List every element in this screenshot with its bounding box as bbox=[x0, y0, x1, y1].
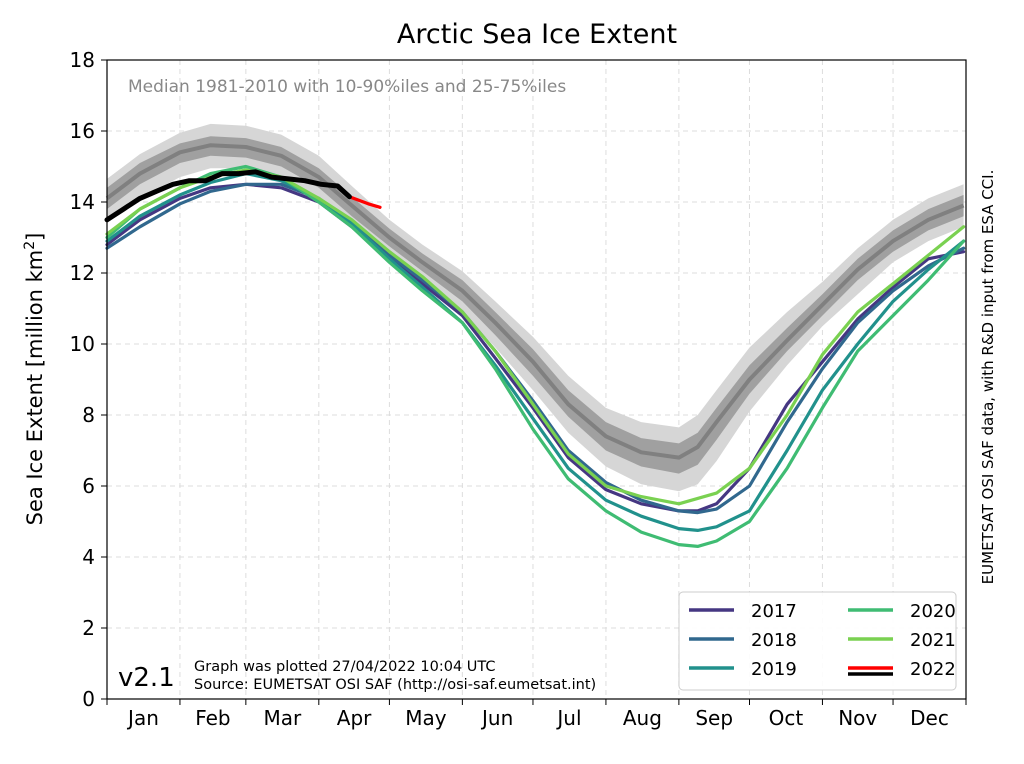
plot-area: 0 2 4 6 8 10 12 14 16 18 Jan Feb Mar Apr May Jun Jul Aug S… bbox=[70, 48, 967, 730]
chart-title: Arctic Sea Ice Extent bbox=[397, 19, 677, 50]
y-axis-label: Sea Ice Extent [million km2] bbox=[22, 233, 47, 526]
chart-svg: Arctic Sea Ice Extent 0 2 4 6 8 10 12 14 16 18 Jan… bbox=[22, 19, 997, 730]
x-tick-label: Sep bbox=[695, 706, 733, 730]
series-line-2018 bbox=[105, 182, 966, 515]
legend-label-2022: 2022 bbox=[910, 659, 956, 680]
source-note: Source: EUMETSAT OSI SAF (http://osi-saf… bbox=[194, 677, 596, 693]
x-tick-label: Jun bbox=[480, 706, 513, 730]
series-line-2020 bbox=[105, 164, 966, 548]
x-tick-label: Jan bbox=[126, 706, 159, 730]
chart-subtitle: Median 1981-2010 with 10-90%iles and 25-… bbox=[128, 77, 566, 97]
band-25-75-percentile bbox=[107, 136, 964, 474]
y-tick-label: 12 bbox=[70, 261, 95, 285]
plot-frame bbox=[106, 59, 967, 700]
series-line-2019 bbox=[105, 172, 966, 532]
y-tick-label: 16 bbox=[70, 119, 95, 143]
median-line bbox=[105, 143, 965, 460]
x-tick-label: Mar bbox=[263, 706, 302, 730]
y-tick-label: 10 bbox=[70, 332, 95, 356]
y-tick-label: 18 bbox=[70, 48, 95, 72]
x-tick-label: Feb bbox=[195, 706, 230, 730]
legend-label-2021: 2021 bbox=[910, 630, 956, 651]
legend: 2017 2020 2018 2021 2019 2022 bbox=[678, 591, 957, 691]
version-label: v2.1 bbox=[118, 663, 175, 693]
legend-label-2018: 2018 bbox=[751, 630, 797, 651]
series-line-2022 bbox=[104, 169, 352, 223]
x-tick-label: May bbox=[405, 706, 447, 730]
y-tick-label: 14 bbox=[70, 190, 95, 214]
x-tick-label: Nov bbox=[838, 706, 877, 730]
y-tick-label: 4 bbox=[82, 545, 95, 569]
x-tick-label: Dec bbox=[910, 706, 949, 730]
y-tick-label: 8 bbox=[82, 403, 95, 427]
legend-label-2020: 2020 bbox=[910, 601, 956, 622]
x-tick-label: Aug bbox=[623, 706, 662, 730]
plotted-note: Graph was plotted 27/04/2022 10:04 UTC bbox=[194, 659, 496, 675]
legend-box bbox=[678, 591, 957, 691]
side-note: EUMETSAT OSI SAF data, with R&D input fr… bbox=[979, 170, 997, 585]
legend-label-2019: 2019 bbox=[751, 659, 797, 680]
x-tick-label: Oct bbox=[769, 706, 804, 730]
legend-label-2017: 2017 bbox=[751, 601, 797, 622]
y-tick-label: 0 bbox=[82, 687, 95, 711]
x-tick-label: Apr bbox=[337, 706, 372, 730]
x-tick-label: Jul bbox=[555, 706, 581, 730]
y-tick-label: 6 bbox=[82, 474, 95, 498]
y-tick-label: 2 bbox=[82, 616, 95, 640]
series-line-2022 bbox=[347, 195, 382, 209]
band-10-90-percentile bbox=[107, 123, 964, 492]
